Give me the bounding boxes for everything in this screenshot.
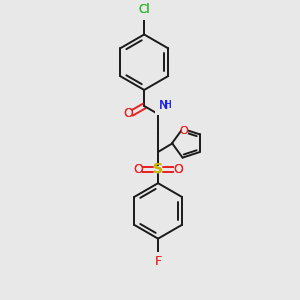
Text: O: O (133, 163, 143, 176)
Text: O: O (180, 126, 188, 136)
Text: O: O (123, 107, 133, 120)
Text: F: F (154, 255, 162, 268)
Bar (139, 13, 149, 20)
Bar (154, 166, 162, 173)
Text: H: H (164, 100, 172, 110)
Text: Cl: Cl (138, 3, 150, 16)
Text: Cl: Cl (138, 3, 150, 16)
Bar (181, 128, 188, 134)
Text: O: O (173, 163, 183, 176)
Bar (174, 166, 182, 173)
Text: H: H (164, 100, 172, 110)
Text: S: S (153, 163, 163, 176)
Text: N: N (159, 99, 168, 112)
Text: O: O (133, 163, 143, 176)
Bar (155, 252, 161, 258)
Bar (155, 107, 167, 115)
Text: S: S (153, 163, 163, 176)
Text: O: O (173, 163, 183, 176)
Bar (124, 110, 132, 117)
Text: F: F (154, 255, 162, 268)
Bar (134, 166, 142, 173)
Text: O: O (123, 107, 133, 120)
Text: O: O (180, 126, 188, 136)
Text: N: N (159, 99, 168, 112)
